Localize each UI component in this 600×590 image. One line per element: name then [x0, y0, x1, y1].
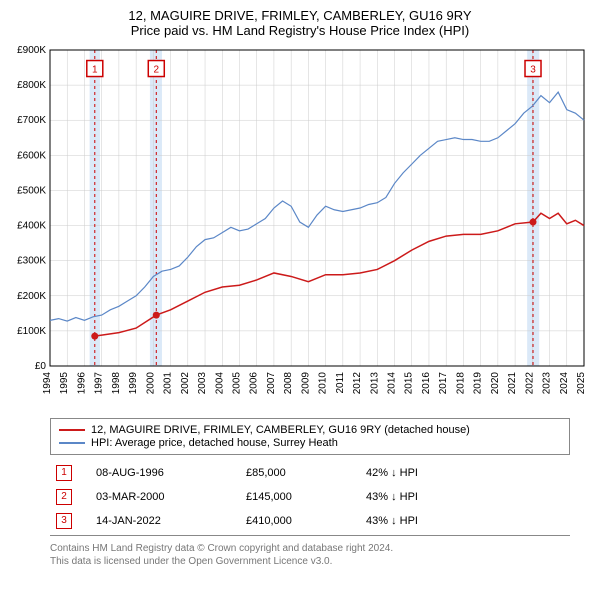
legend-item-pricepaid: 12, MAGUIRE DRIVE, FRIMLEY, CAMBERLEY, G… [59, 424, 561, 436]
svg-text:£600K: £600K [17, 150, 46, 161]
svg-text:1996: 1996 [76, 372, 87, 395]
svg-text:£200K: £200K [17, 291, 46, 302]
svg-text:2021: 2021 [507, 372, 518, 395]
markers-table: 1 08-AUG-1996£85,00042% ↓ HPI 2 03-MAR-2000… [50, 461, 570, 536]
svg-text:2025: 2025 [576, 372, 587, 395]
svg-text:2013: 2013 [369, 372, 380, 395]
price-chart: 1 2 3 £0 £100K £200K £300K £400K £500K £600K £700K… [8, 44, 592, 414]
svg-text:1995: 1995 [59, 372, 70, 395]
svg-text:2014: 2014 [387, 372, 398, 395]
svg-text:1994: 1994 [42, 372, 53, 395]
svg-text:2023: 2023 [542, 372, 553, 395]
svg-text:2017: 2017 [438, 372, 449, 395]
svg-text:2004: 2004 [214, 372, 225, 395]
marker-delta: 43% ↓ HPI [360, 485, 570, 509]
svg-text:2020: 2020 [490, 372, 501, 395]
svg-text:£300K: £300K [17, 256, 46, 267]
svg-text:1999: 1999 [128, 372, 139, 395]
svg-text:2022: 2022 [524, 372, 535, 395]
svg-text:2024: 2024 [559, 372, 570, 395]
svg-text:2007: 2007 [266, 372, 277, 395]
marker-row: 2 03-MAR-2000£145,00043% ↓ HPI [50, 485, 570, 509]
svg-text:2000: 2000 [145, 372, 156, 395]
svg-text:1998: 1998 [111, 372, 122, 395]
marker-delta: 43% ↓ HPI [360, 509, 570, 536]
chart-title-block: 12, MAGUIRE DRIVE, FRIMLEY, CAMBERLEY, G… [8, 8, 592, 38]
svg-text:£900K: £900K [17, 45, 46, 56]
svg-text:2003: 2003 [197, 372, 208, 395]
legend-item-hpi: HPI: Average price, detached house, Surr… [59, 437, 561, 449]
svg-text:3: 3 [530, 65, 536, 76]
marker-date: 14-JAN-2022 [90, 509, 240, 536]
copyright-line2: This data is licensed under the Open Gov… [50, 555, 592, 568]
svg-text:2015: 2015 [404, 372, 415, 395]
svg-text:2006: 2006 [249, 372, 260, 395]
svg-text:1: 1 [92, 65, 98, 76]
marker-row: 1 08-AUG-1996£85,00042% ↓ HPI [50, 461, 570, 485]
legend-label-pricepaid: 12, MAGUIRE DRIVE, FRIMLEY, CAMBERLEY, G… [91, 424, 470, 436]
svg-text:£500K: £500K [17, 185, 46, 196]
chart-title-line1: 12, MAGUIRE DRIVE, FRIMLEY, CAMBERLEY, G… [8, 8, 592, 23]
svg-text:2002: 2002 [180, 372, 191, 395]
legend-label-hpi: HPI: Average price, detached house, Surr… [91, 437, 338, 449]
svg-text:£800K: £800K [17, 80, 46, 91]
marker-badge: 2 [56, 489, 72, 505]
svg-text:£700K: £700K [17, 115, 46, 126]
svg-text:2001: 2001 [163, 372, 174, 395]
svg-text:2005: 2005 [231, 372, 242, 395]
svg-text:2010: 2010 [318, 372, 329, 395]
chart-title-line2: Price paid vs. HM Land Registry's House … [8, 23, 592, 38]
marker-price: £410,000 [240, 509, 360, 536]
copyright-line1: Contains HM Land Registry data © Crown c… [50, 542, 592, 555]
marker-price: £145,000 [240, 485, 360, 509]
marker-date: 03-MAR-2000 [90, 485, 240, 509]
chart-container: 1 2 3 £0 £100K £200K £300K £400K £500K £600K £700K… [8, 44, 592, 414]
svg-text:2018: 2018 [455, 372, 466, 395]
marker-delta: 42% ↓ HPI [360, 461, 570, 485]
svg-text:2011: 2011 [335, 372, 346, 394]
svg-text:2019: 2019 [473, 372, 484, 395]
svg-text:2009: 2009 [300, 372, 311, 395]
svg-text:2016: 2016 [421, 372, 432, 395]
marker-badge: 1 [56, 465, 72, 481]
copyright-notice: Contains HM Land Registry data © Crown c… [50, 542, 592, 568]
svg-text:2: 2 [154, 65, 160, 76]
legend-swatch-hpi [59, 442, 85, 444]
marker-row: 3 14-JAN-2022£410,00043% ↓ HPI [50, 509, 570, 536]
marker-badge: 3 [56, 513, 72, 529]
svg-text:£0: £0 [35, 361, 47, 372]
marker-price: £85,000 [240, 461, 360, 485]
svg-text:£400K: £400K [17, 221, 46, 232]
svg-text:1997: 1997 [94, 372, 105, 395]
legend-swatch-pricepaid [59, 429, 85, 431]
legend: 12, MAGUIRE DRIVE, FRIMLEY, CAMBERLEY, G… [50, 418, 570, 455]
svg-text:2012: 2012 [352, 372, 363, 395]
svg-text:2008: 2008 [283, 372, 294, 395]
marker-date: 08-AUG-1996 [90, 461, 240, 485]
svg-text:£100K: £100K [17, 326, 46, 337]
